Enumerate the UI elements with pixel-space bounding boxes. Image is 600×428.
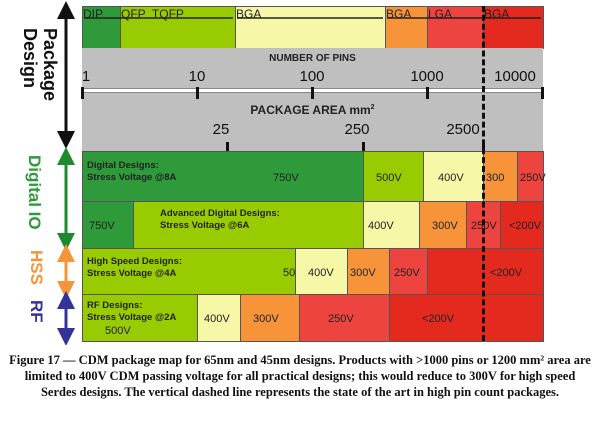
area-tick-mark xyxy=(362,142,365,151)
pins-tick-label: 10000 xyxy=(494,68,536,85)
row-title: Advanced Digital Designs: xyxy=(160,208,280,219)
voltage-value: 250V xyxy=(520,172,546,184)
row-design-label: RF Designs: Stress Voltage @2A xyxy=(87,300,176,324)
figure-caption: Figure 17 — CDM package map for 65nm and… xyxy=(9,353,591,399)
pins-tick-label: 100 xyxy=(299,68,325,85)
voltage-value: 300V xyxy=(432,220,458,232)
row-design-label: Advanced Digital Designs: Stress Voltage … xyxy=(160,208,280,232)
voltage-cell: 500V xyxy=(133,201,405,249)
voltage-cell: 250V xyxy=(389,248,428,295)
pins-tick-mark xyxy=(541,87,544,99)
voltage-cell: 300 xyxy=(483,151,518,202)
pins-tick-mark xyxy=(81,87,84,99)
voltage-value: 300V xyxy=(253,313,279,325)
pins-tick-label: 1 xyxy=(81,68,91,85)
voltage-value: <200V xyxy=(490,267,523,279)
digital-io-label: Digital IO xyxy=(25,155,44,230)
voltage-value: 250V xyxy=(394,267,420,279)
voltage-value: 400V xyxy=(204,313,230,325)
row-subtitle: Stress Voltage @8A xyxy=(87,172,177,183)
pins-tick-mark xyxy=(311,87,314,99)
rf-label: RF xyxy=(27,300,46,323)
voltage-value: <200V xyxy=(422,313,455,325)
voltage-value: 750V xyxy=(89,220,115,232)
axis-panel xyxy=(82,48,543,151)
voltage-value: 400V xyxy=(308,267,334,279)
band-arrows xyxy=(84,17,541,19)
voltage-cell: 500V xyxy=(363,151,424,202)
voltage-value: <200V xyxy=(509,220,542,232)
area-tick-label: 2500 xyxy=(446,121,480,138)
pins-tick-mark xyxy=(426,87,429,99)
voltage-cell: 400V xyxy=(363,201,420,249)
voltage-value: 250V xyxy=(328,313,354,325)
voltage-cell: 400V xyxy=(295,248,348,295)
row-subtitle: Stress Voltage @6A xyxy=(160,220,250,231)
voltage-value: 300V xyxy=(350,267,376,279)
area-tick-label: 25 xyxy=(212,121,230,138)
row-subtitle: Stress Voltage @4A xyxy=(87,268,177,279)
package-design-label: Package Design xyxy=(20,28,60,102)
voltage-cell: 300V xyxy=(347,248,390,295)
voltage-cell: 300V xyxy=(419,201,467,249)
area-tick-label: 250 xyxy=(344,121,370,138)
row-design-label: Digital Designs: Stress Voltage @8A xyxy=(87,160,176,184)
pins-tick-label: 10 xyxy=(188,68,206,85)
voltage-cell: 750V xyxy=(82,201,134,249)
voltage-value: 400V xyxy=(368,220,394,232)
row-subtitle: Stress Voltage @2A xyxy=(87,312,177,323)
row-title: Digital Designs: xyxy=(87,160,159,171)
voltage-cell: 500V xyxy=(82,248,309,295)
voltage-cell: 250V xyxy=(299,294,390,342)
pins-tick-label: 1000 xyxy=(410,68,444,85)
hss-label: HSS xyxy=(27,250,46,285)
row-design-label: High Speed Designs: Stress Voltage @4A xyxy=(87,256,182,280)
voltage-cell: <200V xyxy=(427,248,544,295)
voltage-cell: 300V xyxy=(240,294,300,342)
state-of-art-dashed-line xyxy=(482,6,485,341)
voltage-value: 500V xyxy=(376,172,402,184)
row-title: High Speed Designs: xyxy=(87,256,183,267)
voltage-cell: <200V xyxy=(500,201,544,249)
voltage-value: 750V xyxy=(273,172,299,184)
area-axis-title: PACKAGE AREA mm2 xyxy=(250,103,375,117)
voltage-value: 500V xyxy=(105,325,131,337)
voltage-cell: 500V xyxy=(82,294,198,342)
voltage-cell: <200V xyxy=(389,294,544,342)
pins-axis-title: NUMBER OF PINS xyxy=(269,53,356,64)
voltage-cell: 400V xyxy=(197,294,241,342)
voltage-value: 400V xyxy=(438,172,464,184)
pins-tick-mark xyxy=(196,87,199,99)
voltage-cell: 400V xyxy=(423,151,484,202)
row-title: RF Designs: xyxy=(87,300,143,311)
range-arrows xyxy=(57,1,75,345)
voltage-value: 300 xyxy=(486,172,505,184)
voltage-cell: 750V xyxy=(82,151,364,202)
voltage-cell: 250V xyxy=(517,151,546,202)
area-tick-mark xyxy=(226,142,229,151)
